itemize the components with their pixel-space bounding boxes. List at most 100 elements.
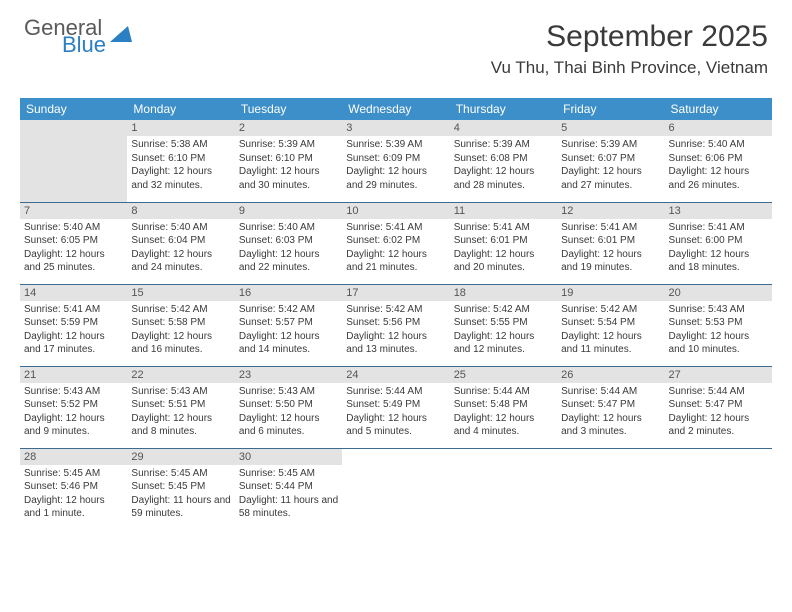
day-details: Sunrise: 5:39 AMSunset: 6:08 PMDaylight:… bbox=[450, 136, 557, 196]
day-details: Sunrise: 5:40 AMSunset: 6:05 PMDaylight:… bbox=[20, 219, 127, 279]
sunset-text: Sunset: 5:49 PM bbox=[346, 398, 445, 412]
calendar-cell: 20Sunrise: 5:43 AMSunset: 5:53 PMDayligh… bbox=[665, 284, 772, 366]
daylight-text: Daylight: 12 hours and 32 minutes. bbox=[131, 165, 230, 192]
calendar-cell: 7Sunrise: 5:40 AMSunset: 6:05 PMDaylight… bbox=[20, 202, 127, 284]
calendar-cell: 3Sunrise: 5:39 AMSunset: 6:09 PMDaylight… bbox=[342, 120, 449, 202]
day-details: Sunrise: 5:40 AMSunset: 6:06 PMDaylight:… bbox=[665, 136, 772, 196]
calendar-cell-empty bbox=[20, 120, 127, 202]
sunset-text: Sunset: 6:05 PM bbox=[24, 234, 123, 248]
day-details: Sunrise: 5:42 AMSunset: 5:56 PMDaylight:… bbox=[342, 301, 449, 361]
day-number: 5 bbox=[557, 120, 664, 136]
calendar-cell: 30Sunrise: 5:45 AMSunset: 5:44 PMDayligh… bbox=[235, 448, 342, 530]
sunrise-text: Sunrise: 5:41 AM bbox=[24, 303, 123, 317]
calendar-cell: 15Sunrise: 5:42 AMSunset: 5:58 PMDayligh… bbox=[127, 284, 234, 366]
day-details: Sunrise: 5:43 AMSunset: 5:51 PMDaylight:… bbox=[127, 383, 234, 443]
daylight-text: Daylight: 12 hours and 24 minutes. bbox=[131, 248, 230, 275]
daylight-text: Daylight: 12 hours and 30 minutes. bbox=[239, 165, 338, 192]
sunrise-text: Sunrise: 5:39 AM bbox=[454, 138, 553, 152]
calendar-cell: 22Sunrise: 5:43 AMSunset: 5:51 PMDayligh… bbox=[127, 366, 234, 448]
day-number: 17 bbox=[342, 285, 449, 301]
sunset-text: Sunset: 6:10 PM bbox=[131, 152, 230, 166]
calendar-cell: 29Sunrise: 5:45 AMSunset: 5:45 PMDayligh… bbox=[127, 448, 234, 530]
daylight-text: Daylight: 11 hours and 59 minutes. bbox=[131, 494, 230, 521]
calendar-week-row: 14Sunrise: 5:41 AMSunset: 5:59 PMDayligh… bbox=[20, 284, 772, 366]
sunset-text: Sunset: 5:54 PM bbox=[561, 316, 660, 330]
day-details: Sunrise: 5:38 AMSunset: 6:10 PMDaylight:… bbox=[127, 136, 234, 196]
daylight-text: Daylight: 12 hours and 3 minutes. bbox=[561, 412, 660, 439]
day-details: Sunrise: 5:44 AMSunset: 5:47 PMDaylight:… bbox=[557, 383, 664, 443]
sunset-text: Sunset: 5:46 PM bbox=[24, 480, 123, 494]
header-block: September 2025 Vu Thu, Thai Binh Provinc… bbox=[491, 20, 768, 78]
sunrise-text: Sunrise: 5:43 AM bbox=[669, 303, 768, 317]
sunset-text: Sunset: 5:58 PM bbox=[131, 316, 230, 330]
calendar-cell: 9Sunrise: 5:40 AMSunset: 6:03 PMDaylight… bbox=[235, 202, 342, 284]
daylight-text: Daylight: 12 hours and 14 minutes. bbox=[239, 330, 338, 357]
sunrise-text: Sunrise: 5:39 AM bbox=[239, 138, 338, 152]
daylight-text: Daylight: 11 hours and 58 minutes. bbox=[239, 494, 338, 521]
calendar-cell: 12Sunrise: 5:41 AMSunset: 6:01 PMDayligh… bbox=[557, 202, 664, 284]
day-number: 13 bbox=[665, 203, 772, 219]
daylight-text: Daylight: 12 hours and 8 minutes. bbox=[131, 412, 230, 439]
day-number: 6 bbox=[665, 120, 772, 136]
daylight-text: Daylight: 12 hours and 22 minutes. bbox=[239, 248, 338, 275]
sunrise-text: Sunrise: 5:45 AM bbox=[131, 467, 230, 481]
calendar-cell: 6Sunrise: 5:40 AMSunset: 6:06 PMDaylight… bbox=[665, 120, 772, 202]
daylight-text: Daylight: 12 hours and 12 minutes. bbox=[454, 330, 553, 357]
sunrise-text: Sunrise: 5:43 AM bbox=[24, 385, 123, 399]
calendar-cell: 2Sunrise: 5:39 AMSunset: 6:10 PMDaylight… bbox=[235, 120, 342, 202]
day-details: Sunrise: 5:42 AMSunset: 5:54 PMDaylight:… bbox=[557, 301, 664, 361]
calendar-cell: 5Sunrise: 5:39 AMSunset: 6:07 PMDaylight… bbox=[557, 120, 664, 202]
sunset-text: Sunset: 5:59 PM bbox=[24, 316, 123, 330]
day-number: 15 bbox=[127, 285, 234, 301]
sunset-text: Sunset: 5:57 PM bbox=[239, 316, 338, 330]
day-number: 28 bbox=[20, 449, 127, 465]
sunset-text: Sunset: 6:04 PM bbox=[131, 234, 230, 248]
sunrise-text: Sunrise: 5:44 AM bbox=[346, 385, 445, 399]
day-details: Sunrise: 5:43 AMSunset: 5:50 PMDaylight:… bbox=[235, 383, 342, 443]
sunrise-text: Sunrise: 5:44 AM bbox=[669, 385, 768, 399]
sunrise-text: Sunrise: 5:44 AM bbox=[454, 385, 553, 399]
day-details: Sunrise: 5:39 AMSunset: 6:10 PMDaylight:… bbox=[235, 136, 342, 196]
calendar-cell-empty bbox=[557, 448, 664, 530]
day-details: Sunrise: 5:40 AMSunset: 6:03 PMDaylight:… bbox=[235, 219, 342, 279]
calendar-cell: 19Sunrise: 5:42 AMSunset: 5:54 PMDayligh… bbox=[557, 284, 664, 366]
sunset-text: Sunset: 5:45 PM bbox=[131, 480, 230, 494]
day-number: 9 bbox=[235, 203, 342, 219]
calendar-cell: 26Sunrise: 5:44 AMSunset: 5:47 PMDayligh… bbox=[557, 366, 664, 448]
daylight-text: Daylight: 12 hours and 20 minutes. bbox=[454, 248, 553, 275]
daylight-text: Daylight: 12 hours and 18 minutes. bbox=[669, 248, 768, 275]
sunset-text: Sunset: 6:08 PM bbox=[454, 152, 553, 166]
day-details: Sunrise: 5:41 AMSunset: 5:59 PMDaylight:… bbox=[20, 301, 127, 361]
day-number: 30 bbox=[235, 449, 342, 465]
sunset-text: Sunset: 5:52 PM bbox=[24, 398, 123, 412]
daylight-text: Daylight: 12 hours and 10 minutes. bbox=[669, 330, 768, 357]
day-number: 10 bbox=[342, 203, 449, 219]
calendar-cell: 4Sunrise: 5:39 AMSunset: 6:08 PMDaylight… bbox=[450, 120, 557, 202]
sunset-text: Sunset: 5:53 PM bbox=[669, 316, 768, 330]
sunrise-text: Sunrise: 5:41 AM bbox=[669, 221, 768, 235]
sunrise-text: Sunrise: 5:42 AM bbox=[131, 303, 230, 317]
calendar-cell: 18Sunrise: 5:42 AMSunset: 5:55 PMDayligh… bbox=[450, 284, 557, 366]
daylight-text: Daylight: 12 hours and 2 minutes. bbox=[669, 412, 768, 439]
sunrise-text: Sunrise: 5:39 AM bbox=[346, 138, 445, 152]
day-details: Sunrise: 5:41 AMSunset: 6:01 PMDaylight:… bbox=[450, 219, 557, 279]
sunset-text: Sunset: 6:06 PM bbox=[669, 152, 768, 166]
daylight-text: Daylight: 12 hours and 11 minutes. bbox=[561, 330, 660, 357]
sunset-text: Sunset: 6:03 PM bbox=[239, 234, 338, 248]
sunset-text: Sunset: 6:00 PM bbox=[669, 234, 768, 248]
day-details: Sunrise: 5:45 AMSunset: 5:45 PMDaylight:… bbox=[127, 465, 234, 525]
day-number: 29 bbox=[127, 449, 234, 465]
day-header-monday: Monday bbox=[127, 98, 234, 120]
calendar-week-row: 1Sunrise: 5:38 AMSunset: 6:10 PMDaylight… bbox=[20, 120, 772, 202]
sunset-text: Sunset: 5:50 PM bbox=[239, 398, 338, 412]
sunrise-text: Sunrise: 5:42 AM bbox=[454, 303, 553, 317]
sunrise-text: Sunrise: 5:42 AM bbox=[239, 303, 338, 317]
calendar-cell: 28Sunrise: 5:45 AMSunset: 5:46 PMDayligh… bbox=[20, 448, 127, 530]
day-header-sunday: Sunday bbox=[20, 98, 127, 120]
daylight-text: Daylight: 12 hours and 27 minutes. bbox=[561, 165, 660, 192]
day-details: Sunrise: 5:41 AMSunset: 6:00 PMDaylight:… bbox=[665, 219, 772, 279]
day-details: Sunrise: 5:44 AMSunset: 5:48 PMDaylight:… bbox=[450, 383, 557, 443]
calendar-week-row: 28 Sunrise: 5:45 AM Sunset: 5:46 PM Dayligh… bbox=[20, 448, 772, 530]
logo: General Blue bbox=[24, 18, 132, 56]
sunset-text: Sunset: 5:44 PM bbox=[239, 480, 338, 494]
